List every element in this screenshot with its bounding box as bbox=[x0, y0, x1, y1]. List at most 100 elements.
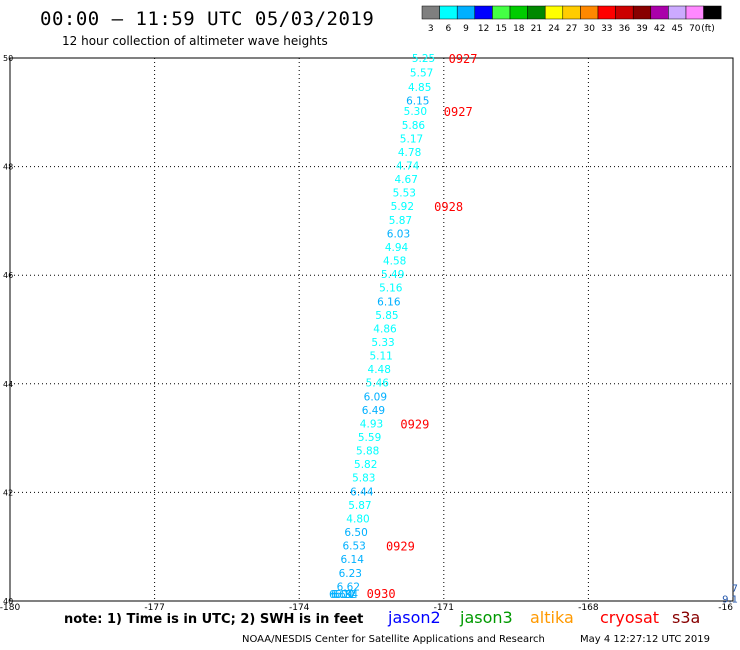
y-tick-label: 46 bbox=[3, 271, 13, 280]
swh-data-label: 4.80 bbox=[346, 513, 369, 525]
swh-data-label: 4.86 bbox=[373, 323, 397, 335]
page-subtitle: 12 hour collection of altimeter wave hei… bbox=[62, 34, 328, 48]
colorbar-swatch bbox=[562, 5, 581, 20]
swh-data-label: 5.17 bbox=[400, 133, 423, 145]
swh-data-label: 6.09 bbox=[364, 391, 387, 403]
colorbar-label: 6 bbox=[446, 24, 452, 34]
x-tick-label: -177 bbox=[144, 603, 164, 613]
legend-item-altika: altika bbox=[530, 608, 574, 627]
colorbar-swatch bbox=[439, 5, 458, 20]
swh-data-label: 6.49 bbox=[362, 405, 385, 417]
swh-data-label: 6.23 bbox=[339, 568, 362, 580]
colorbar-label: 9 bbox=[463, 24, 469, 34]
swh-data-label: 6.44 bbox=[350, 486, 374, 498]
x-tick-label: -180 bbox=[0, 603, 20, 613]
swh-data-label: 5.87 bbox=[389, 215, 412, 227]
swh-data-label: 5.83 bbox=[352, 473, 375, 485]
swh-data-label: 5.86 bbox=[402, 120, 426, 132]
credit-text: NOAA/NESDIS Center for Satellite Applica… bbox=[242, 634, 545, 645]
swh-data-label: 6.03 bbox=[387, 228, 410, 240]
swh-data-label: 4.58 bbox=[383, 256, 406, 268]
time-label: 0928 bbox=[434, 200, 463, 214]
x-tick-label: -16 bbox=[718, 603, 733, 613]
edge-data-label: 7 bbox=[732, 583, 738, 594]
swh-data-label: 6.34 bbox=[335, 589, 359, 601]
colorbar-swatch bbox=[544, 5, 564, 20]
swh-data-label: 6.53 bbox=[342, 541, 365, 553]
swh-data-label: 6.15 bbox=[406, 95, 429, 107]
swh-data-label: 4.93 bbox=[360, 418, 383, 430]
colorbar-swatch bbox=[650, 5, 669, 20]
colorbar-swatch bbox=[492, 5, 511, 20]
swh-data-label: 5.88 bbox=[356, 446, 379, 458]
x-tick-label: -168 bbox=[578, 603, 599, 613]
swh-data-label: 4.85 bbox=[408, 82, 431, 94]
colorbar-label: 18 bbox=[513, 24, 525, 34]
swh-data-label: 6.50 bbox=[344, 527, 367, 539]
colorbar-label: 3 bbox=[428, 24, 434, 34]
colorbar-label: 21 bbox=[531, 24, 542, 34]
legend-item-jason2: jason2 bbox=[388, 608, 441, 627]
swh-data-label: 4.74 bbox=[396, 161, 420, 173]
swh-data-label: 5.87 bbox=[348, 500, 371, 512]
time-label: 0930 bbox=[367, 587, 396, 601]
colorbar-label: 70 bbox=[689, 24, 701, 34]
swh-data-label: 6.12 bbox=[333, 589, 356, 601]
swh-data-label: 5.11 bbox=[369, 351, 392, 363]
colorbar-swatch bbox=[421, 5, 440, 20]
time-label: 0929 bbox=[386, 540, 415, 554]
y-tick-label: 42 bbox=[3, 488, 13, 497]
y-tick-label: 40 bbox=[3, 597, 13, 606]
swh-data-label: 4.78 bbox=[398, 147, 421, 159]
colorbar-swatch bbox=[474, 5, 493, 20]
edge-data-label: 9.1 bbox=[722, 594, 738, 605]
swh-data-label: 5.49 bbox=[381, 269, 404, 281]
swh-data-label: 6.14 bbox=[341, 554, 365, 566]
time-label: 0929 bbox=[400, 417, 429, 431]
colorbar-swatch bbox=[615, 5, 634, 20]
y-tick-label: 50 bbox=[3, 54, 13, 63]
swh-data-label: 5.46 bbox=[366, 378, 390, 390]
colorbar-swatch bbox=[580, 5, 599, 20]
legend-item-jason3: jason3 bbox=[460, 608, 513, 627]
colorbar-swatch bbox=[527, 5, 546, 20]
swh-data-label: 4.48 bbox=[368, 364, 391, 376]
swh-data-label: 5.57 bbox=[410, 68, 433, 80]
colorbar-label: 30 bbox=[583, 24, 595, 34]
swh-data-label: 6.69 bbox=[329, 589, 352, 601]
colorbar-swatch bbox=[597, 5, 616, 20]
x-tick-label: -171 bbox=[434, 603, 454, 613]
swh-data-label: 5.16 bbox=[379, 283, 403, 295]
colorbar-label: 24 bbox=[548, 24, 560, 34]
time-label: 0927 bbox=[444, 105, 473, 119]
swh-data-label: 5.33 bbox=[371, 337, 394, 349]
y-tick-label: 48 bbox=[3, 163, 13, 172]
legend-item-cryosat: cryosat bbox=[600, 608, 660, 627]
plot-frame bbox=[9, 57, 734, 602]
swh-data-label: 5.85 bbox=[375, 310, 398, 322]
time-label: 0927 bbox=[449, 52, 478, 66]
swh-data-label: 5.30 bbox=[404, 106, 427, 118]
colorbar-swatch bbox=[632, 5, 652, 20]
swh-data-label: 5.92 bbox=[391, 201, 414, 213]
swh-data-label: 5.25 bbox=[412, 53, 435, 65]
colorbar-swatch bbox=[703, 5, 722, 20]
footer-note: note: 1) Time is in UTC; 2) SWH is in fe… bbox=[64, 612, 364, 627]
swh-data-label: 6.16 bbox=[377, 296, 401, 308]
swh-data-label: 4.94 bbox=[385, 242, 409, 254]
swh-data-label: 6.62 bbox=[337, 581, 360, 593]
swh-data-label: 5.59 bbox=[358, 432, 381, 444]
x-tick-label: -174 bbox=[289, 603, 310, 613]
y-tick-label: 44 bbox=[3, 380, 13, 389]
legend-item-s3a: s3a bbox=[672, 608, 701, 627]
colorbar-label: 27 bbox=[566, 24, 577, 34]
colorbar-unit: (ft) bbox=[701, 24, 715, 34]
colorbar-label: 12 bbox=[478, 24, 489, 34]
swh-data-label: 6.00 bbox=[331, 589, 354, 601]
colorbar-swatch bbox=[509, 5, 528, 20]
colorbar-swatch bbox=[668, 5, 687, 20]
swh-data-label: 4.67 bbox=[395, 174, 418, 186]
colorbar-label: 45 bbox=[671, 24, 682, 34]
swh-data-label: 5.53 bbox=[393, 188, 416, 200]
